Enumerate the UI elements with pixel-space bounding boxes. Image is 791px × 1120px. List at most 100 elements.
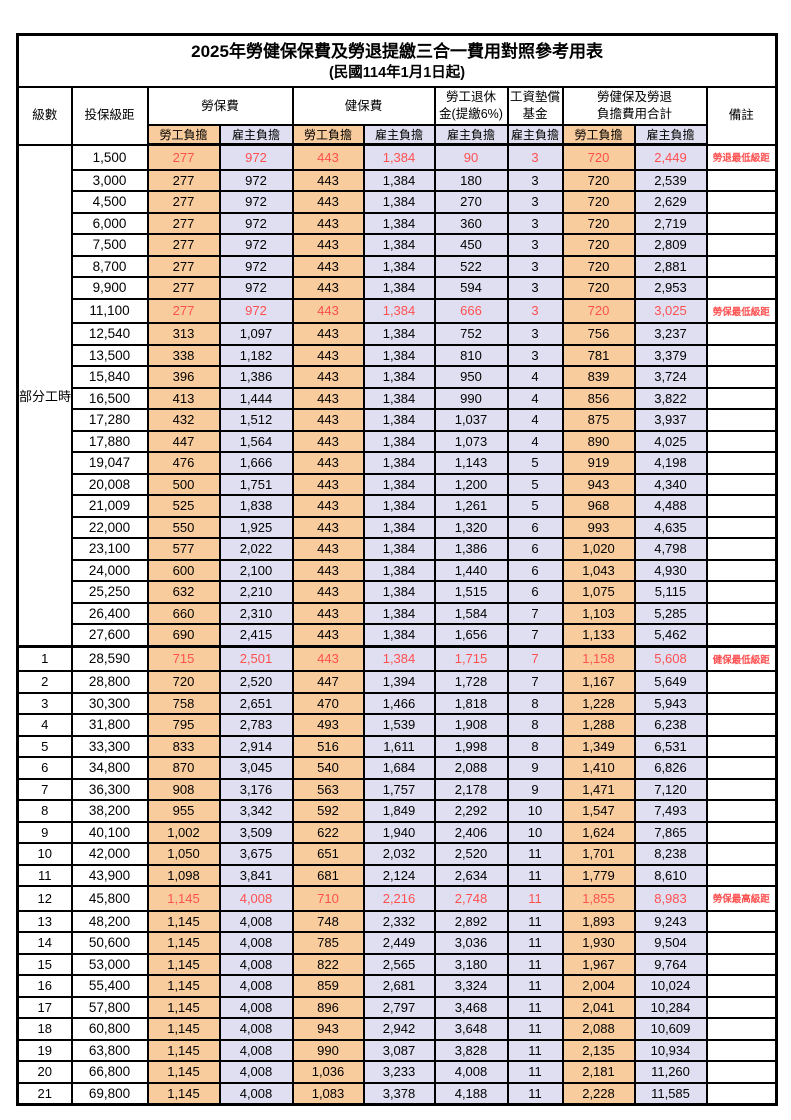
value-cell: 1,471	[561, 777, 636, 801]
value-cell: 2,178	[433, 777, 509, 801]
note-cell	[705, 408, 778, 432]
value-cell: 943	[291, 1017, 365, 1041]
value-cell: 4,008	[218, 952, 294, 976]
value-cell: 313	[146, 322, 221, 346]
value-cell: 4,008	[218, 909, 294, 933]
value-cell: 1,751	[218, 472, 294, 496]
value-cell: 5,649	[633, 670, 708, 694]
bracket-cell: 6,000	[70, 211, 149, 235]
value-cell: 6	[506, 515, 564, 539]
note-cell: 勞保最高級距	[705, 885, 778, 912]
value-cell: 470	[291, 691, 365, 715]
value-cell: 516	[291, 734, 365, 758]
value-cell: 1,145	[146, 931, 221, 955]
value-cell: 7	[506, 670, 564, 694]
value-cell: 2,216	[362, 885, 436, 912]
bracket-cell: 30,300	[70, 691, 149, 715]
table-row: 21,009 525 1,838 443 1,384 1,261 5 968 4,488	[18, 494, 778, 518]
value-cell: 2,797	[362, 995, 436, 1019]
table-row: 3 30,300 758 2,651 470 1,466 1,818 8 1,228 5,943	[16, 691, 778, 715]
value-cell: 1,584	[433, 601, 509, 625]
value-cell: 651	[291, 842, 365, 866]
value-cell: 277	[146, 168, 221, 192]
note-cell	[705, 691, 778, 715]
value-cell: 1,167	[561, 670, 636, 694]
bracket-cell: 25,250	[70, 580, 149, 604]
table-row: 2 28,800 720 2,520 447 1,394 1,728 7 1,167 5,649	[16, 670, 778, 694]
note-cell	[705, 777, 778, 801]
value-cell: 4,198	[633, 451, 708, 475]
value-cell: 4,025	[633, 429, 708, 453]
value-cell: 443	[291, 254, 365, 278]
value-cell: 10,024	[633, 974, 708, 998]
value-cell: 2,681	[362, 974, 436, 998]
value-cell: 3	[506, 276, 564, 300]
note-cell: 勞保最低級距	[705, 297, 778, 324]
value-cell: 990	[291, 1038, 365, 1062]
value-cell: 756	[561, 322, 636, 346]
value-cell: 11	[506, 1038, 564, 1062]
value-cell: 600	[146, 558, 221, 582]
value-cell: 752	[433, 322, 509, 346]
bracket-cell: 60,800	[70, 1017, 149, 1041]
table-row: 11,100 277 972 443 1,384 666 3 720 3,025 勞保最低級距	[18, 297, 778, 324]
value-cell: 1,444	[218, 386, 294, 410]
bracket-cell: 26,400	[70, 601, 149, 625]
value-cell: 447	[146, 429, 221, 453]
value-cell: 10	[506, 820, 564, 844]
value-cell: 11,585	[633, 1081, 708, 1106]
value-cell: 11	[506, 931, 564, 955]
value-cell: 1,684	[362, 756, 436, 780]
value-cell: 11	[506, 952, 564, 976]
value-cell: 1,043	[561, 558, 636, 582]
table-row: 9,900 277 972 443 1,384 594 3 720 2,953	[18, 276, 778, 300]
note-cell	[705, 670, 778, 694]
value-cell: 4	[506, 429, 564, 453]
value-cell: 1,666	[218, 451, 294, 475]
note-cell	[705, 995, 778, 1019]
value-cell: 795	[146, 713, 221, 737]
value-cell: 758	[146, 691, 221, 715]
value-cell: 443	[291, 472, 365, 496]
col-header-wage-fund: 工資墊償 基金	[506, 86, 564, 126]
value-cell: 1,073	[433, 429, 509, 453]
subheader-total-employer: 雇主負擔	[633, 124, 708, 146]
value-cell: 1,384	[362, 233, 436, 257]
table-row: 7,500 277 972 443 1,384 450 3 720 2,809	[18, 233, 778, 257]
note-cell	[705, 386, 778, 410]
bracket-cell: 11,100	[70, 297, 149, 324]
level-cell: 20	[16, 1060, 73, 1084]
table-row: 6,000 277 972 443 1,384 360 3 720 2,719	[18, 211, 778, 235]
value-cell: 1,998	[433, 734, 509, 758]
bracket-cell: 53,000	[70, 952, 149, 976]
level-cell: 18	[16, 1017, 73, 1041]
value-cell: 3	[506, 190, 564, 214]
value-cell: 3,648	[433, 1017, 509, 1041]
value-cell: 3,822	[633, 386, 708, 410]
value-cell: 277	[146, 143, 221, 171]
note-cell	[705, 1038, 778, 1062]
value-cell: 1,384	[362, 537, 436, 561]
value-cell: 11	[506, 1060, 564, 1084]
value-cell: 4	[506, 365, 564, 389]
value-cell: 1,855	[561, 885, 636, 912]
note-cell	[705, 343, 778, 367]
value-cell: 11	[506, 995, 564, 1019]
value-cell: 3,378	[362, 1081, 436, 1106]
note-cell	[705, 190, 778, 214]
value-cell: 968	[561, 494, 636, 518]
value-cell: 443	[291, 580, 365, 604]
value-cell: 10	[506, 799, 564, 823]
value-cell: 180	[433, 168, 509, 192]
value-cell: 1,838	[218, 494, 294, 518]
value-cell: 908	[146, 777, 221, 801]
level-cell: 14	[16, 931, 73, 955]
note-cell	[705, 623, 778, 647]
value-cell: 6,531	[633, 734, 708, 758]
page-subtitle: (民國114年1月1日起)	[328, 65, 466, 82]
value-cell: 943	[561, 472, 636, 496]
value-cell: 4,930	[633, 558, 708, 582]
value-cell: 6	[506, 580, 564, 604]
value-cell: 9,764	[633, 952, 708, 976]
